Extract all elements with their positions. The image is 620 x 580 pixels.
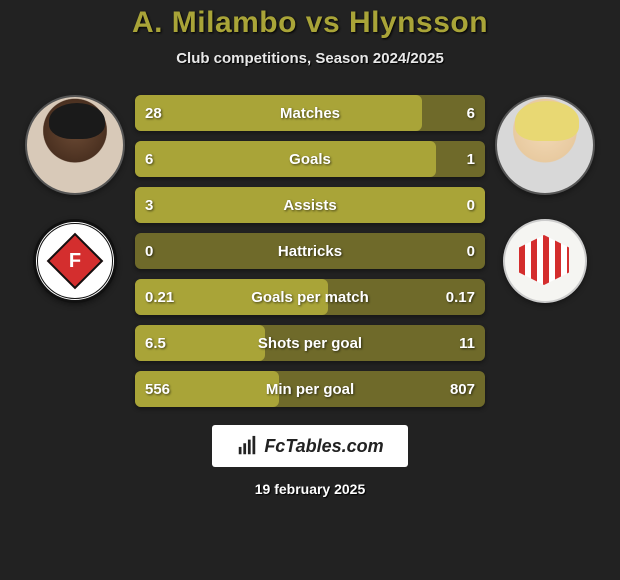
page-title: A. Milambo vs Hlynsson	[132, 6, 488, 40]
stat-value-right: 0	[467, 243, 475, 260]
club-right-badge	[503, 219, 587, 303]
stat-label: Goals per match	[135, 289, 485, 306]
stat-value-right: 807	[450, 381, 475, 398]
watermark-text: FcTables.com	[264, 436, 383, 457]
stat-value-right: 1	[467, 151, 475, 168]
stat-label: Min per goal	[135, 381, 485, 398]
stat-value-right: 6	[467, 105, 475, 122]
stat-row: 0.21Goals per match0.17	[135, 279, 485, 315]
club-left-badge	[33, 219, 117, 303]
stat-value-left: 556	[145, 381, 170, 398]
stat-row: 6Goals1	[135, 141, 485, 177]
stat-value-left: 3	[145, 197, 153, 214]
stat-value-right: 11	[459, 335, 475, 352]
stat-row: 28Matches6	[135, 95, 485, 131]
watermark-badge: FcTables.com	[212, 425, 407, 467]
stat-row: 556Min per goal807	[135, 371, 485, 407]
page-subtitle: Club competitions, Season 2024/2025	[176, 50, 444, 67]
left-side	[15, 95, 135, 303]
stats-bars: 28Matches66Goals13Assists00Hattricks00.2…	[135, 95, 485, 407]
player-left-avatar	[25, 95, 125, 195]
date-label: 19 february 2025	[255, 481, 366, 497]
stat-label: Matches	[135, 105, 485, 122]
stat-label: Hattricks	[135, 243, 485, 260]
stat-row: 6.5Shots per goal11	[135, 325, 485, 361]
chart-icon	[236, 435, 258, 457]
player-right-avatar	[495, 95, 595, 195]
stat-value-right: 0	[467, 197, 475, 214]
stat-value-left: 0	[145, 243, 153, 260]
stat-value-right: 0.17	[446, 289, 475, 306]
stat-value-left: 0.21	[145, 289, 174, 306]
stat-label: Goals	[135, 151, 485, 168]
stat-value-left: 6	[145, 151, 153, 168]
right-side	[485, 95, 605, 303]
stat-row: 0Hattricks0	[135, 233, 485, 269]
stat-label: Shots per goal	[135, 335, 485, 352]
stat-label: Assists	[135, 197, 485, 214]
stat-value-left: 28	[145, 105, 162, 122]
comparison-card: A. Milambo vs Hlynsson Club competitions…	[0, 0, 620, 580]
main-row: 28Matches66Goals13Assists00Hattricks00.2…	[0, 95, 620, 407]
stat-value-left: 6.5	[145, 335, 166, 352]
stat-row: 3Assists0	[135, 187, 485, 223]
